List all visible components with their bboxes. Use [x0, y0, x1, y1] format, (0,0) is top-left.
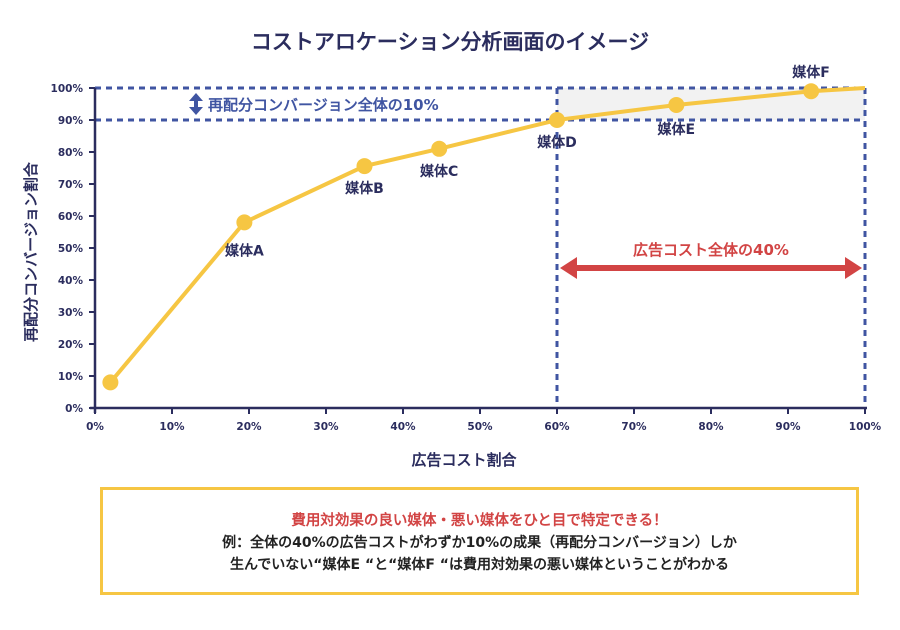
double-arrow-vertical-icon: [189, 93, 203, 115]
arrow-head-down: [189, 107, 203, 115]
arrow-head-left: [560, 257, 577, 279]
data-point: [549, 112, 565, 128]
y-tick-label: 0%: [65, 403, 83, 415]
x-tick-label: 60%: [544, 421, 570, 433]
x-tick-label: 70%: [621, 421, 647, 433]
y-tick-label: 10%: [58, 371, 84, 383]
y-tick-label: 20%: [58, 339, 84, 351]
data-point: [102, 374, 119, 391]
note-line-2: 生んでいない“媒体E “と“媒体F “は費用対効果の悪い媒体ということがわかる: [230, 557, 729, 573]
data-point-label: 媒体E: [657, 121, 696, 138]
x-axis-ticks: 0% 10% 20% 30% 40% 50% 60% 70% 80% 90% 100%: [86, 408, 882, 433]
x-axis-title: 広告コスト割合: [411, 451, 517, 469]
y-tick-label: 90%: [58, 115, 84, 127]
x-tick-label: 90%: [775, 421, 801, 433]
data-point-label: 媒体D: [536, 134, 577, 151]
y-tick-label: 60%: [58, 211, 84, 223]
data-point-labels: 媒体A 媒体B 媒体C 媒体D 媒体E 媒体F: [224, 64, 830, 259]
data-point: [668, 96, 685, 113]
data-point-label: 媒体B: [344, 180, 384, 197]
y-tick-label: 40%: [58, 275, 84, 287]
axes: [90, 88, 867, 413]
guide-lines: [95, 86, 867, 408]
y-tick-label: 30%: [58, 307, 84, 319]
y-tick-label: 50%: [58, 243, 84, 255]
data-point: [356, 158, 373, 175]
x-tick-label: 40%: [390, 421, 416, 433]
note-box: 費用対効果の良い媒体・悪い媒体をひと目で特定できる！ 例：全体の40%の広告コス…: [100, 487, 859, 595]
x-tick-label: 0%: [86, 421, 104, 433]
cost-band-label: 広告コスト全体の40%: [633, 241, 789, 259]
y-axis-title: 再配分コンバージョン割合: [22, 161, 40, 342]
x-tick-label: 100%: [849, 421, 882, 433]
note-headline: 費用対効果の良い媒体・悪い媒体をひと目で特定できる！: [291, 513, 668, 529]
data-point-label: 媒体A: [224, 242, 264, 259]
data-point: [431, 140, 448, 157]
series-line: [108, 86, 866, 384]
conversion-band-label: 再配分コンバージョン全体の10%: [208, 96, 439, 114]
x-tick-label: 80%: [698, 421, 724, 433]
x-tick-label: 10%: [159, 421, 185, 433]
chart-title: コストアロケーション分析画面のイメージ: [251, 30, 649, 54]
y-tick-label: 100%: [51, 83, 84, 95]
y-tick-label: 70%: [58, 179, 84, 191]
note-line-1: 例：全体の40%の広告コストがわずか10%の成果（再配分コンバージョン）しか: [222, 535, 737, 551]
data-point-label: 媒体F: [791, 64, 830, 81]
arrow-head-up: [189, 93, 203, 101]
data-point-label: 媒体C: [419, 163, 458, 180]
x-tick-label: 30%: [313, 421, 339, 433]
y-tick-label: 80%: [58, 147, 84, 159]
x-tick-label: 50%: [467, 421, 493, 433]
data-point: [236, 214, 253, 231]
x-tick-label: 20%: [236, 421, 262, 433]
data-point: [803, 83, 820, 100]
data-points: [102, 83, 820, 391]
arrow-head-right: [845, 257, 862, 279]
double-arrow-horizontal-icon: [560, 257, 862, 279]
y-axis-ticks: 0% 10% 20% 30% 40% 50% 60% 70% 80% 90% 100%: [51, 83, 95, 415]
